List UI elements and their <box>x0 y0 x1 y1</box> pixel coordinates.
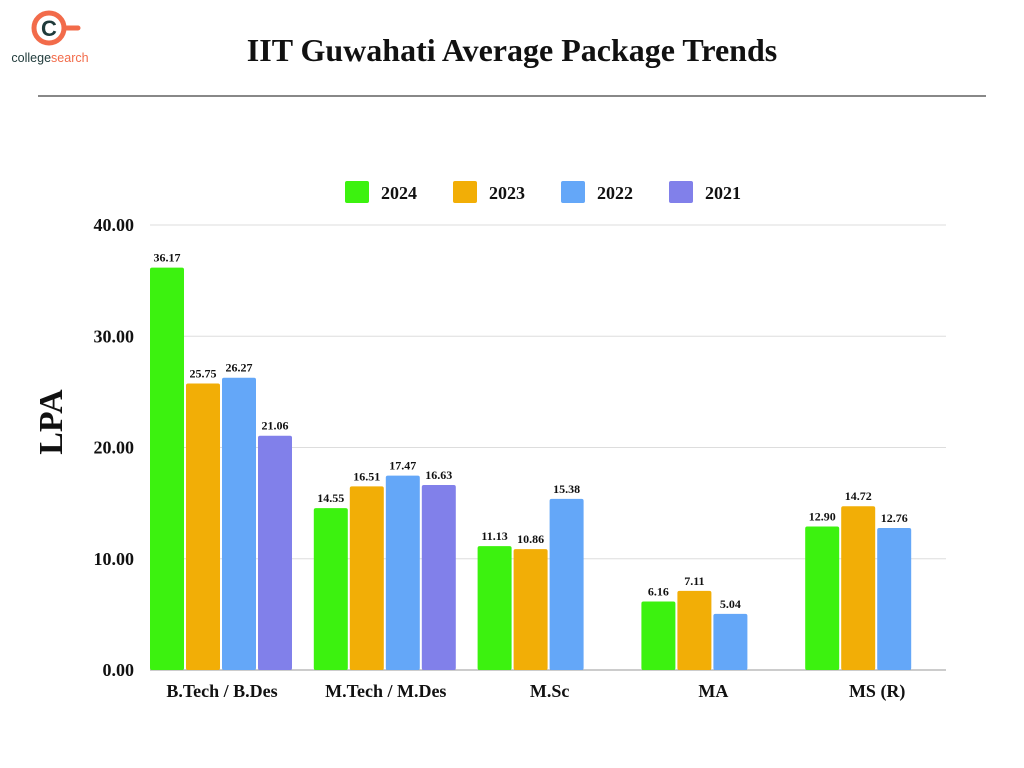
bar <box>877 528 912 670</box>
data-label: 36.17 <box>154 251 181 265</box>
legend-label: 2022 <box>597 183 633 203</box>
x-tick-label: MS (R) <box>849 681 906 702</box>
x-tick-label: MA <box>698 681 728 701</box>
y-tick-label: 20.00 <box>94 438 135 458</box>
y-tick-label: 0.00 <box>103 660 135 680</box>
bar <box>641 601 676 670</box>
legend-label: 2021 <box>705 183 741 203</box>
y-tick-label: 30.00 <box>94 326 135 346</box>
x-tick-label: M.Sc <box>530 681 570 701</box>
legend-label: 2024 <box>381 183 417 203</box>
bar <box>421 484 456 670</box>
data-label: 14.55 <box>317 491 344 505</box>
bar <box>313 508 348 670</box>
svg-text:collegesearch: collegesearch <box>11 51 88 65</box>
data-label: 21.06 <box>262 419 289 433</box>
data-label: 12.76 <box>881 511 908 525</box>
svg-text:C: C <box>41 16 57 41</box>
bar <box>258 435 292 670</box>
legend-label: 2023 <box>489 183 525 203</box>
y-axis-label: LPA <box>33 389 70 455</box>
legend-swatch <box>453 181 477 203</box>
data-label: 10.86 <box>517 532 544 546</box>
x-tick-label: B.Tech / B.Des <box>166 681 277 701</box>
legend-swatch <box>669 181 693 203</box>
data-label: 16.51 <box>353 469 380 483</box>
data-label: 15.38 <box>553 482 580 496</box>
x-tick-label: M.Tech / M.Des <box>325 681 446 701</box>
bar <box>186 383 220 670</box>
data-label: 12.90 <box>809 509 836 523</box>
data-label: 5.04 <box>720 597 741 611</box>
collegesearch-logo: C collegesearch <box>11 10 89 65</box>
bar <box>549 498 584 670</box>
data-label: 25.75 <box>190 367 217 381</box>
bar <box>841 506 876 670</box>
bar <box>805 526 840 670</box>
bar <box>713 613 748 670</box>
bar <box>349 486 384 670</box>
data-label: 26.27 <box>226 361 253 375</box>
data-label: 6.16 <box>648 584 669 598</box>
data-label: 16.63 <box>425 468 452 482</box>
chart-title: IIT Guwahati Average Package Trends <box>246 32 778 68</box>
data-label: 17.47 <box>389 459 416 473</box>
data-label: 7.11 <box>684 574 704 588</box>
bar <box>677 590 712 670</box>
bar <box>150 267 184 670</box>
bar <box>477 546 512 670</box>
y-tick-label: 10.00 <box>94 549 135 569</box>
data-label: 14.72 <box>845 489 872 503</box>
legend-swatch <box>345 181 369 203</box>
bar <box>385 475 420 670</box>
y-tick-label: 40.00 <box>94 215 135 235</box>
title-divider <box>38 95 986 97</box>
data-label: 11.13 <box>481 529 507 543</box>
bar <box>222 377 256 670</box>
legend-swatch <box>561 181 585 203</box>
bar <box>513 549 548 670</box>
